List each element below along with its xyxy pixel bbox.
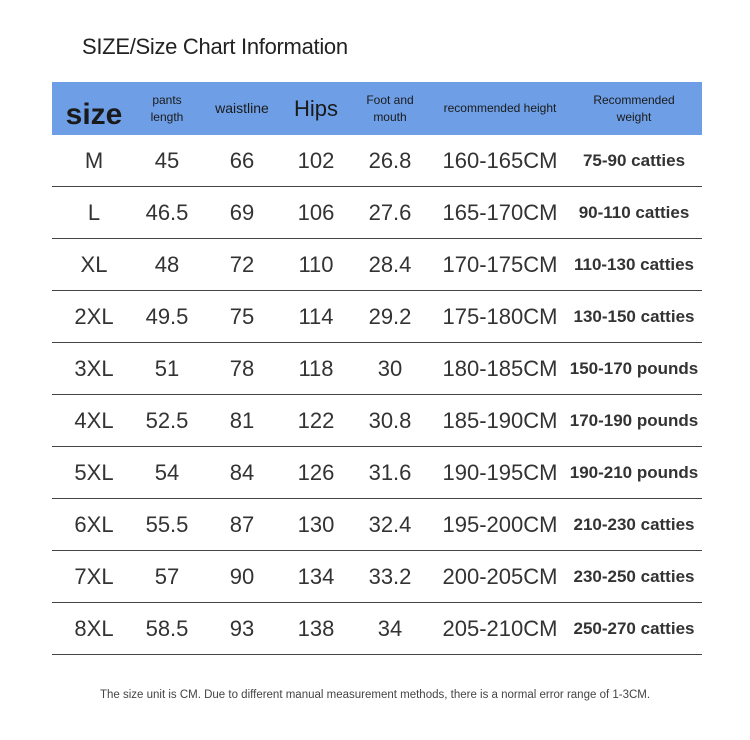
- header-cell: pants length: [150, 92, 184, 124]
- table-cell: 230-250 catties: [573, 566, 695, 586]
- table-cell: 170-190 pounds: [569, 410, 699, 430]
- table-cell: 69: [229, 199, 255, 225]
- table-cell: 5XL: [74, 459, 114, 485]
- table-cell: 26.8: [368, 147, 412, 173]
- table-cell: 72: [229, 251, 255, 277]
- table-cell: 81: [229, 407, 255, 433]
- table-cell: 31.6: [368, 459, 412, 485]
- table-cell: 29.2: [368, 303, 412, 329]
- table-row: 4XL 52.5 81 122 30.8 185-190CM 170-190 pounds: [52, 395, 702, 447]
- table-cell: 170-175CM: [442, 251, 558, 277]
- table-cell: 55.5: [145, 511, 189, 537]
- table-cell: 4XL: [74, 407, 114, 433]
- header-cell: Foot and mouth: [366, 92, 414, 124]
- table-cell: 49.5: [145, 303, 189, 329]
- table-cell: 78: [229, 355, 255, 381]
- table-cell: 134: [297, 563, 335, 589]
- table-cell: 3XL: [74, 355, 114, 381]
- table-row: XL 48 72 110 28.4 170-175CM 110-130 catties: [52, 239, 702, 291]
- table-cell: 51: [154, 355, 180, 381]
- table-cell: 250-270 catties: [573, 618, 695, 638]
- table-cell: 66: [229, 147, 255, 173]
- table-cell: 210-230 catties: [573, 514, 695, 534]
- table-cell: 46.5: [145, 199, 189, 225]
- table-cell: L: [87, 199, 101, 225]
- table-cell: 27.6: [368, 199, 412, 225]
- table-cell: 200-205CM: [442, 563, 558, 589]
- table-cell: 118: [298, 355, 334, 381]
- table-cell: 190-195CM: [442, 459, 558, 485]
- title: SIZE/Size Chart Information: [82, 34, 348, 59]
- table-cell: 126: [297, 459, 335, 485]
- table-cell: 30.8: [368, 407, 412, 433]
- table-cell: 6XL: [74, 511, 114, 537]
- header-row: size pants length waistline Hips Foot and mo…: [52, 82, 702, 135]
- table-cell: 28.4: [368, 251, 412, 277]
- table-cell: 7XL: [74, 563, 114, 589]
- table-cell: 114: [298, 303, 334, 329]
- header-cell: size: [65, 98, 123, 131]
- table-cell: 195-200CM: [442, 511, 558, 537]
- table-row: 8XL 58.5 93 138 34 205-210CM 250-270 catties: [52, 603, 702, 655]
- table-cell: 180-185CM: [442, 355, 558, 381]
- table-cell: 33.2: [368, 563, 412, 589]
- table-cell: 75: [229, 303, 255, 329]
- table-cell: 30: [377, 355, 403, 381]
- table-cell: 205-210CM: [442, 615, 558, 641]
- table-cell: 52.5: [145, 407, 189, 433]
- table-cell: 57: [154, 563, 180, 589]
- table-cell: 32.4: [368, 511, 412, 537]
- header-cell: waistline: [215, 100, 269, 116]
- table-cell: 58.5: [145, 615, 189, 641]
- table-cell: 45: [154, 147, 180, 173]
- table-cell: 160-165CM: [442, 147, 558, 173]
- table-cell: 175-180CM: [442, 303, 558, 329]
- table-cell: M: [84, 147, 104, 173]
- table-row: 2XL 49.5 75 114 29.2 175-180CM 130-150 catties: [52, 291, 702, 343]
- table-cell: 130: [297, 511, 335, 537]
- table-row: M 45 66 102 26.8 160-165CM 75-90 catties: [52, 135, 702, 187]
- table-cell: 150-170 pounds: [569, 358, 699, 378]
- table-cell: 190-210 pounds: [569, 462, 699, 482]
- table-cell: 87: [229, 511, 255, 537]
- table-cell: 138: [297, 615, 335, 641]
- size-table: size pants length waistline Hips Foot and mo…: [52, 82, 702, 655]
- table-cell: 2XL: [74, 303, 114, 329]
- table-row: 3XL 51 78 118 30 180-185CM 150-170 pounds: [52, 343, 702, 395]
- footnote: The size unit is CM. Due to different ma…: [99, 689, 651, 701]
- table-row: 6XL 55.5 87 130 32.4 195-200CM 210-230 catties: [52, 499, 702, 551]
- header-cell: Recommended weight: [593, 92, 675, 124]
- table-cell: 90-110 catties: [578, 202, 690, 222]
- table-cell: 8XL: [74, 615, 114, 641]
- table-cell: 34: [377, 615, 403, 641]
- table-cell: 84: [229, 459, 255, 485]
- table-cell: 130-150 catties: [573, 306, 695, 326]
- table-cell: 122: [297, 407, 335, 433]
- table-cell: 110-130 catties: [573, 254, 695, 274]
- table-row: 7XL 57 90 134 33.2 200-205CM 230-250 catties: [52, 551, 702, 603]
- table-row: 5XL 54 84 126 31.6 190-195CM 190-210 pounds: [52, 447, 702, 499]
- header-cell: Hips: [293, 96, 338, 121]
- table-cell: 90: [229, 563, 255, 589]
- table-cell: 93: [229, 615, 255, 641]
- table-cell: XL: [80, 251, 108, 277]
- table-cell: 75-90 catties: [582, 150, 686, 170]
- table-cell: 102: [297, 147, 335, 173]
- table-cell: 185-190CM: [442, 407, 558, 433]
- table-cell: 54: [154, 459, 180, 485]
- header-cell: recommended height: [443, 101, 557, 115]
- table-cell: 106: [297, 199, 335, 225]
- table-cell: 110: [298, 251, 334, 277]
- table-cell: 48: [154, 251, 180, 277]
- table-row: L 46.5 69 106 27.6 165-170CM 90-110 catties: [52, 187, 702, 239]
- table-cell: 165-170CM: [442, 199, 558, 225]
